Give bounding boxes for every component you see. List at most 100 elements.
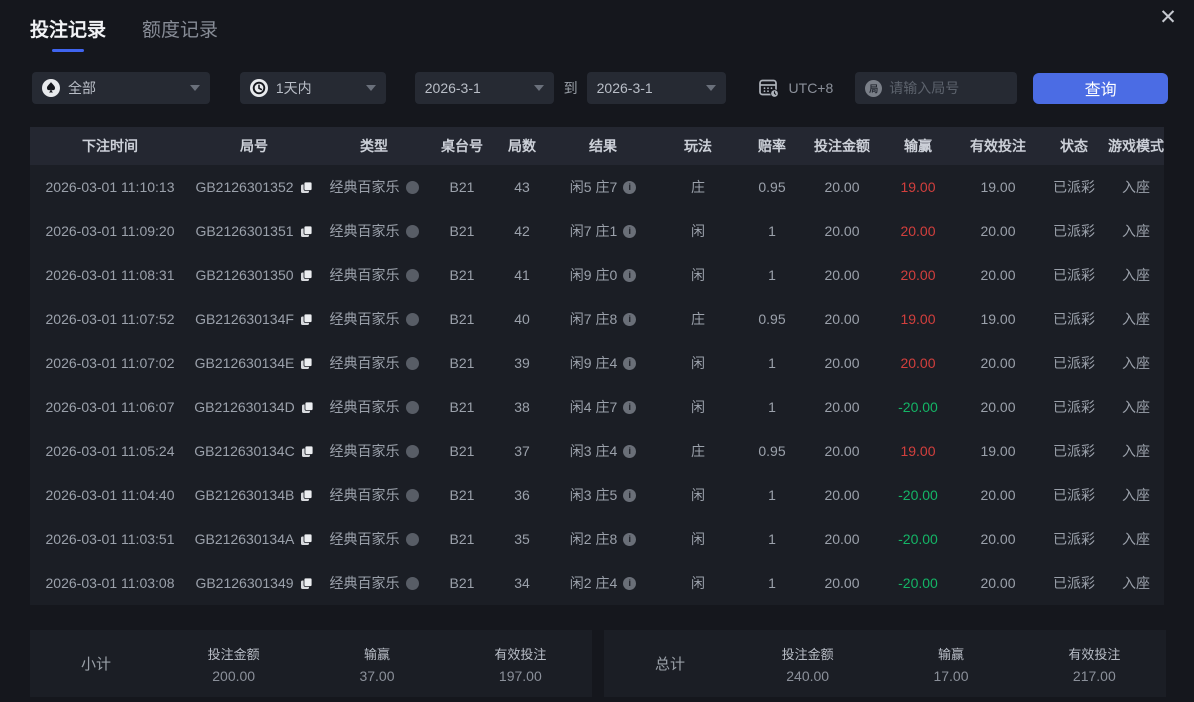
game-info-icon[interactable] (405, 268, 419, 282)
game-info-icon[interactable] (405, 444, 419, 458)
cell-bet-time: 2026-03-01 11:06:07 (45, 399, 175, 415)
cell-status: 已派彩 (1053, 355, 1095, 371)
cell-valid-bet: 20.00 (980, 575, 1016, 591)
timezone-indicator[interactable]: UTC+8 (757, 76, 834, 100)
table-row: 2026-03-01 11:09:20 GB2126301351 经典百家乐 B… (30, 209, 1164, 253)
game-info-icon[interactable] (405, 356, 419, 370)
cell-bet-time: 2026-03-01 11:05:24 (45, 443, 175, 459)
round-id-icon: 局 (865, 79, 883, 97)
game-info-icon[interactable] (405, 312, 419, 326)
game-info-icon[interactable] (405, 400, 419, 414)
copy-icon[interactable] (300, 533, 313, 546)
info-icon[interactable]: i (623, 268, 637, 282)
info-icon[interactable]: i (623, 224, 637, 238)
info-icon[interactable]: i (623, 576, 637, 590)
info-icon[interactable]: i (623, 532, 637, 546)
round-search-field[interactable]: 局 (855, 72, 1018, 104)
copy-icon[interactable] (300, 225, 313, 238)
copy-icon[interactable] (300, 357, 313, 370)
tab-bet-records[interactable]: 投注记录 (30, 15, 106, 52)
cell-round-id: GB2126301349 (190, 575, 318, 591)
col-status: 状态 (1060, 138, 1088, 154)
game-info-icon[interactable] (405, 180, 419, 194)
cell-result: 闲9 庄4 i (550, 353, 656, 373)
cell-amount: 20.00 (824, 223, 860, 239)
cell-round-id: GB212630134D (190, 399, 318, 415)
table-row: 2026-03-01 11:07:52 GB212630134F 经典百家乐 B… (30, 297, 1164, 341)
cell-play: 闲 (691, 531, 705, 547)
cell-winloss: -20.00 (898, 487, 938, 503)
tab-quota-records[interactable]: 额度记录 (142, 15, 218, 52)
cell-odds: 1 (768, 399, 776, 415)
cell-winloss: -20.00 (898, 575, 938, 591)
cell-game-mode: 入座 (1122, 531, 1150, 547)
cell-round-id: GB2126301350 (190, 267, 318, 283)
game-info-icon[interactable] (405, 532, 419, 546)
timezone-value: UTC+8 (788, 80, 834, 96)
info-icon[interactable]: i (623, 488, 637, 502)
col-play: 玩法 (684, 138, 712, 154)
date-to-select[interactable]: 2026-3-1 (586, 72, 726, 104)
subtotal-winloss: 输赢 37.00 (359, 646, 395, 684)
cell-bet-time: 2026-03-01 11:04:40 (45, 487, 175, 503)
game-info-icon[interactable] (405, 488, 419, 502)
info-icon[interactable]: i (623, 312, 637, 326)
copy-icon[interactable] (300, 181, 313, 194)
game-info-icon[interactable] (405, 576, 419, 590)
cell-bet-time: 2026-03-01 11:07:52 (45, 311, 175, 327)
cell-round-id: GB212630134A (190, 531, 318, 547)
close-icon[interactable]: ✕ (1159, 6, 1177, 29)
round-search-input[interactable] (889, 80, 1008, 96)
cell-round-id: GB2126301351 (190, 223, 318, 239)
copy-icon[interactable] (300, 269, 313, 282)
subtotal-label: 小计 (80, 656, 111, 673)
cell-odds: 1 (768, 531, 776, 547)
cell-winloss: 19.00 (900, 179, 936, 195)
total-amount: 投注金额 240.00 (781, 646, 834, 684)
cell-valid-bet: 20.00 (980, 267, 1016, 283)
cell-game-mode: 入座 (1122, 443, 1150, 459)
cell-status: 已派彩 (1053, 223, 1095, 239)
tab-quota-records-label: 额度记录 (142, 20, 219, 41)
cell-game-type: 经典百家乐 (318, 397, 430, 417)
subtotal-panel: 小计 投注金额 200.00 输赢 37.00 有效投注 197.00 (30, 630, 592, 697)
cell-winloss: 20.00 (900, 355, 936, 371)
cell-game-type: 经典百家乐 (318, 265, 430, 285)
date-from-select[interactable]: 2026-3-1 (414, 72, 554, 104)
table-row: 2026-03-01 11:07:02 GB212630134E 经典百家乐 B… (30, 341, 1164, 385)
subtotal-valid-bet: 有效投注 197.00 (494, 646, 547, 684)
copy-icon[interactable] (300, 489, 313, 502)
cell-odds: 1 (768, 355, 776, 371)
date-to-value: 2026-3-1 (596, 80, 653, 96)
tab-active-underline (52, 49, 84, 52)
cell-play: 闲 (691, 223, 705, 239)
cell-game-mode: 入座 (1122, 267, 1150, 283)
info-icon[interactable]: i (623, 180, 637, 194)
table-row: 2026-03-01 11:06:07 GB212630134D 经典百家乐 B… (30, 385, 1164, 429)
cell-winloss: 20.00 (900, 223, 936, 239)
time-range-select[interactable]: 1天内 (239, 72, 386, 104)
game-info-icon[interactable] (405, 224, 419, 238)
info-icon[interactable]: i (623, 400, 637, 414)
cell-round-id: GB212630134B (190, 487, 318, 503)
copy-icon[interactable] (301, 401, 314, 414)
copy-icon[interactable] (301, 445, 314, 458)
copy-icon[interactable] (300, 577, 313, 590)
table-row: 2026-03-01 11:04:40 GB212630134B 经典百家乐 B… (30, 473, 1164, 517)
search-button[interactable]: 查询 (1033, 72, 1169, 104)
filter-bar: 全部 1天内 2026-3-1 到 2026-3-1 UTC+8 (32, 72, 1169, 104)
table-row: 2026-03-01 11:10:13 GB2126301352 经典百家乐 B… (30, 165, 1164, 209)
cell-game-type: 经典百家乐 (318, 529, 430, 549)
info-icon[interactable]: i (623, 444, 637, 458)
info-icon[interactable]: i (623, 356, 637, 370)
col-round-no: 局数 (508, 138, 536, 154)
cell-table-no: B21 (449, 487, 475, 503)
cell-game-mode: 入座 (1122, 179, 1150, 195)
game-type-select[interactable]: 全部 (32, 72, 210, 104)
spade-icon (42, 79, 60, 97)
cell-winloss: -20.00 (898, 531, 938, 547)
tab-bar: 投注记录 额度记录 (30, 15, 218, 52)
cell-odds: 1 (768, 487, 776, 503)
cell-valid-bet: 19.00 (980, 443, 1016, 459)
copy-icon[interactable] (300, 313, 313, 326)
